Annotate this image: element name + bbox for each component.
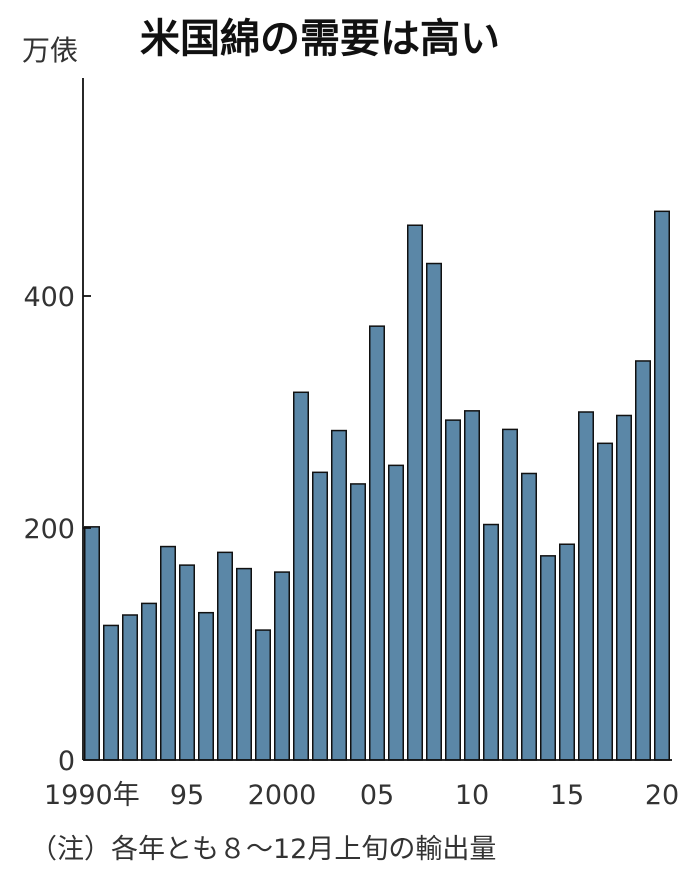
x-tick-label-1990年: 1990年 (44, 780, 140, 811)
bar-1990 (84, 526, 100, 761)
x-tick-label-05: 05 (360, 780, 394, 811)
y-axis-unit: 万俵 (22, 34, 78, 67)
bar-2000 (274, 571, 290, 761)
bar-1993 (141, 602, 157, 761)
bar-2010 (464, 410, 480, 761)
footnote: （注）各年とも８～12月上旬の輸出量 (30, 834, 496, 865)
x-tick-label-15: 15 (550, 780, 584, 811)
bar-2014 (540, 555, 556, 761)
bar-2002 (312, 471, 328, 761)
y-ticks-group: 0 200 400 (23, 282, 91, 777)
bar-1995 (179, 564, 195, 761)
bar-2012 (502, 428, 518, 761)
bar-2005 (369, 325, 385, 761)
bar-2020 (654, 210, 670, 761)
x-tick-label-95: 95 (170, 780, 204, 811)
bar-2018 (616, 414, 632, 761)
bar-2001 (293, 391, 309, 761)
bar-1999 (255, 629, 271, 761)
bars-group (84, 210, 670, 761)
bar-1991 (103, 624, 119, 761)
chart-title: 米国綿の需要は高い (140, 16, 500, 62)
bar-1997 (217, 551, 233, 761)
bar-2009 (445, 419, 461, 761)
bar-1998 (236, 567, 252, 761)
y-tick-label-200: 200 (23, 514, 75, 545)
bar-1992 (122, 614, 138, 761)
bar-2016 (578, 411, 594, 761)
x-tick-label-20: 20 (645, 780, 679, 811)
bar-2006 (388, 464, 404, 761)
x-ticks-group: 1990年 95 2000 05 10 15 20 (44, 780, 679, 811)
bar-2011 (483, 523, 499, 761)
bar-2019 (635, 360, 651, 761)
x-tick-label-2000: 2000 (248, 780, 317, 811)
x-tick-label-10: 10 (455, 780, 489, 811)
bar-2015 (559, 543, 575, 761)
bar-1994 (160, 545, 176, 761)
bar-2013 (521, 472, 537, 761)
bar-2004 (350, 483, 366, 761)
y-tick-label-400: 400 (23, 282, 75, 313)
y-tick-label-0: 0 (58, 746, 75, 777)
bar-2003 (331, 429, 347, 761)
bar-2007 (407, 224, 423, 761)
bar-2008 (426, 262, 442, 761)
bar-1996 (198, 611, 214, 761)
bar-2017 (597, 442, 613, 761)
